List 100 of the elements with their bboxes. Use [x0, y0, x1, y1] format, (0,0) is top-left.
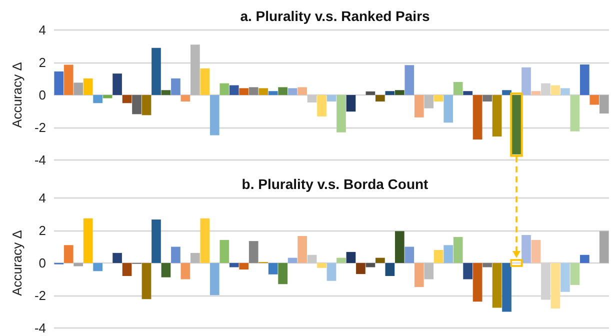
bar [74, 82, 84, 95]
bar [560, 88, 570, 95]
y-axis-title: Accuracy Δ [10, 230, 25, 296]
bar [599, 231, 609, 263]
bar [239, 88, 249, 95]
y-tick-label: -2 [34, 120, 46, 135]
bar [424, 263, 434, 280]
y-tick-label: -4 [34, 320, 46, 336]
bar [112, 252, 122, 263]
bar [268, 91, 278, 95]
bar [550, 85, 560, 95]
bar [200, 218, 210, 263]
bar [366, 91, 376, 95]
bar [64, 245, 74, 263]
bar [580, 254, 590, 263]
bar [550, 263, 560, 308]
bar [93, 263, 102, 272]
bar [268, 263, 278, 274]
bar [229, 85, 239, 95]
bar [326, 263, 336, 281]
bar [317, 263, 326, 268]
bar [152, 219, 161, 263]
bar [346, 252, 356, 263]
bar [356, 263, 366, 274]
y-tick-label: 2 [38, 55, 46, 70]
bar [83, 78, 93, 95]
bar [590, 95, 600, 105]
bar [414, 263, 424, 288]
bar [210, 263, 220, 296]
bar [180, 263, 190, 280]
bar [210, 95, 220, 136]
bar [307, 95, 317, 102]
bar [463, 263, 472, 280]
bar [74, 263, 84, 266]
bar [278, 263, 288, 284]
bar [492, 95, 502, 136]
bar [122, 95, 132, 104]
bar [298, 87, 307, 95]
y-tick-label: 4 [38, 22, 46, 38]
bar [336, 95, 346, 132]
bar [531, 240, 541, 263]
bar [248, 87, 258, 95]
bar [142, 95, 152, 116]
bar [453, 237, 463, 263]
bar [434, 250, 444, 263]
bar [161, 263, 171, 278]
bar [492, 263, 502, 308]
bar [180, 95, 190, 102]
y-axis-title: Accuracy Δ [10, 62, 25, 128]
bar [414, 95, 424, 118]
bar [385, 91, 395, 95]
bar [122, 263, 132, 276]
bar [472, 263, 482, 302]
bar [190, 44, 200, 95]
bar [142, 263, 152, 300]
bar [376, 258, 385, 263]
bar [444, 95, 454, 123]
bar [307, 254, 317, 263]
bar [220, 83, 230, 95]
y-tick-label: 0 [38, 256, 46, 270]
chart-title: a. Plurality v.s. Ranked Pairs [240, 8, 430, 24]
bar [522, 67, 531, 95]
bar [229, 263, 239, 268]
bar [220, 240, 230, 263]
bar [288, 88, 298, 95]
bar [112, 74, 122, 95]
bar [132, 95, 142, 114]
bar [531, 91, 541, 95]
bar [599, 95, 609, 114]
bar [404, 246, 414, 263]
bar [248, 241, 258, 263]
y-tick-label: -4 [34, 152, 46, 168]
bar [161, 90, 171, 95]
bar [64, 64, 74, 95]
bar [394, 90, 404, 95]
bar [404, 65, 414, 95]
bar [317, 95, 326, 116]
bar [472, 95, 482, 140]
bar [453, 82, 463, 95]
y-tick-label: -2 [34, 288, 46, 303]
bar [326, 95, 336, 102]
bar [93, 95, 102, 104]
bar [512, 95, 522, 154]
bar [366, 263, 376, 268]
bar [502, 263, 512, 312]
bar [434, 95, 444, 102]
y-tick-label: 2 [38, 223, 46, 238]
y-tick-label: 0 [38, 88, 46, 102]
bar [502, 90, 512, 95]
bar [278, 87, 288, 95]
bar [298, 236, 307, 263]
bar [560, 263, 570, 292]
bar [190, 252, 200, 263]
bar [570, 263, 580, 285]
bar [171, 246, 180, 263]
bar [346, 95, 356, 112]
bar [54, 71, 64, 95]
bar [288, 258, 298, 263]
bar [200, 68, 210, 95]
bar [102, 95, 112, 98]
